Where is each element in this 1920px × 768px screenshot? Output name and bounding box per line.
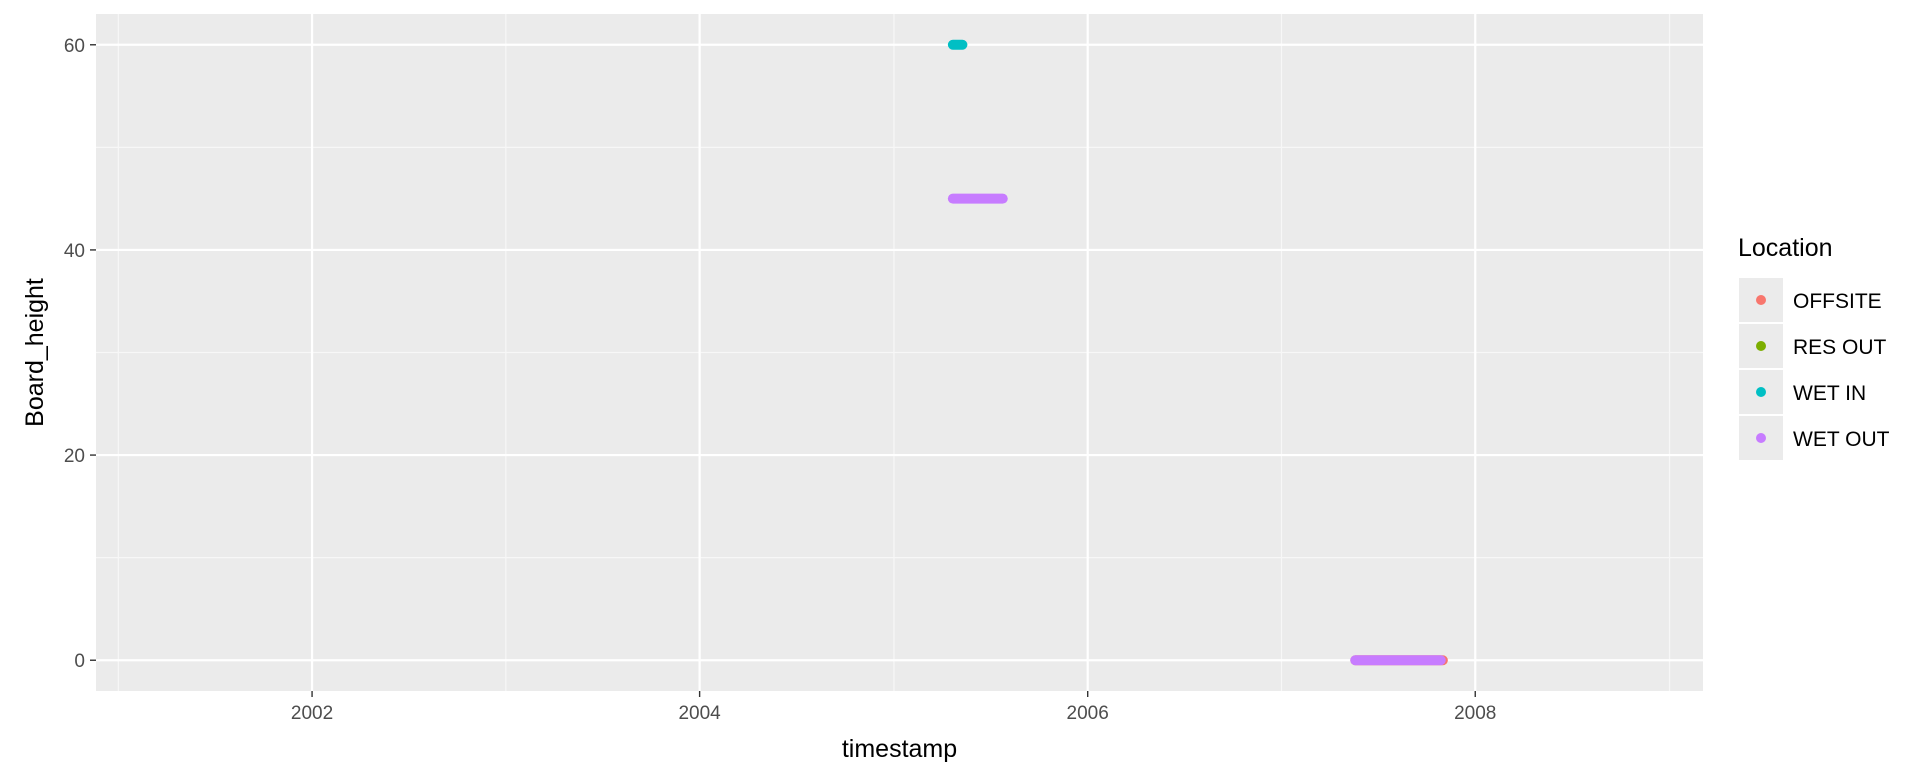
x-tick-label: 2008 (1454, 703, 1496, 724)
legend-key-dot (1756, 341, 1766, 351)
legend-item-label: RES OUT (1793, 336, 1887, 359)
y-tick-label: 0 (74, 651, 85, 672)
x-tick-label: 2004 (678, 703, 721, 724)
x-axis-title: timestamp (842, 735, 957, 763)
legend-item-label: WET OUT (1793, 428, 1890, 451)
legend-item-label: WET IN (1793, 382, 1866, 405)
y-tick-label: 20 (64, 446, 85, 467)
x-tick-label: 2006 (1067, 703, 1109, 724)
y-tick-label: 60 (64, 36, 85, 57)
legend-key-dot (1756, 295, 1766, 305)
legend-item-label: OFFSITE (1793, 290, 1882, 313)
legend-key-dot (1756, 387, 1766, 397)
legend-title: Location (1738, 234, 1833, 262)
legend-key-dot (1756, 433, 1766, 443)
y-tick-label: 40 (64, 241, 85, 262)
y-axis-title: Board_height (21, 278, 49, 427)
x-tick-label: 2002 (291, 703, 333, 724)
